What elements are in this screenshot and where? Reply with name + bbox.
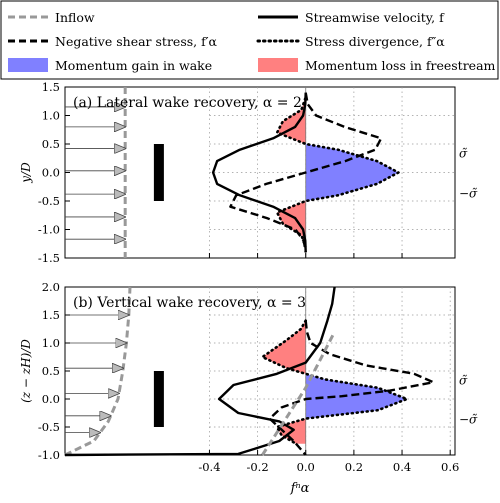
sigma-label: σ̃: [459, 147, 468, 161]
y-tick-label: 1.0: [42, 336, 60, 350]
y-tick-label: -0.5: [38, 420, 60, 434]
y-tick-label: 2.0: [42, 280, 60, 294]
legend-swatch-4: [8, 58, 48, 72]
y-tick-label: 0.0: [42, 166, 60, 180]
panel-a: -1.5 -1.0 -0.5 0.0 0.5 1.0 1.5 σ̃ −σ̃ (a) Lateral…: [19, 80, 478, 265]
x-axis-label: fⁿα: [290, 481, 310, 496]
panel-b: -1.0 -0.5 0.0 0.5 1.0 1.5 2.0 -0.4 -0.2 0.0 0.2 0.4…: [19, 280, 478, 474]
legend-frame: [0, 0, 499, 80]
y-tick-label: 1.5: [42, 308, 60, 322]
series-line-2: [275, 97, 400, 248]
momentum-loss-fill: [262, 320, 306, 444]
momentum-gain-fill: [305, 98, 399, 247]
legend-label-1: Streamwise velocity, f: [305, 10, 445, 25]
legend-label-0: Inflow: [55, 10, 95, 25]
x-tick-label: -0.2: [246, 460, 268, 474]
x-tick-label: 0.2: [345, 460, 363, 474]
sigma-label: σ̃: [459, 373, 468, 387]
series-line-1: [268, 320, 435, 456]
y-axis-label: y/D: [19, 162, 33, 184]
x-tick-label: 0.4: [393, 460, 411, 474]
rotor-disk: [153, 144, 164, 201]
sigma-label: −σ̃: [459, 413, 478, 427]
y-tick-label: -1.0: [38, 448, 60, 462]
y-tick-label: 0.5: [42, 137, 60, 151]
x-tick-label: 0.0: [297, 460, 315, 474]
y-tick-label: -1.5: [38, 251, 60, 265]
x-tick-label: -0.4: [198, 460, 220, 474]
panel-title: (a) Lateral wake recovery, α = 2: [73, 95, 302, 111]
legend-label-5: Momentum loss in freestream: [305, 58, 496, 73]
y-tick-label: 1.0: [42, 109, 60, 123]
y-tick-label: 0.5: [42, 364, 60, 378]
legend-label-2: Negative shear stress, f′α: [55, 34, 218, 49]
legend-label-4: Momentum gain in wake: [55, 58, 212, 73]
panel-title: (b) Vertical wake recovery, α = 3: [73, 295, 306, 311]
momentum-gain-fill: [305, 320, 407, 444]
legend-label-3: Stress divergence, f″α: [305, 34, 445, 49]
series-line-3: [261, 331, 336, 456]
series-line-0: [211, 92, 307, 253]
y-axis-label: (z − zH)/D: [19, 339, 33, 403]
y-tick-label: -1.0: [38, 223, 60, 237]
rotor-disk: [153, 371, 164, 427]
y-tick-label: -0.5: [38, 194, 60, 208]
y-tick-label: 1.5: [42, 80, 60, 94]
x-tick-label: 0.6: [441, 460, 459, 474]
sigma-label: −σ̃: [459, 186, 478, 200]
legend: Inflow Streamwise velocity, f Negative she…: [0, 0, 499, 80]
y-tick-label: 0.0: [42, 392, 60, 406]
legend-swatch-5: [258, 58, 298, 72]
series-line-0: [64, 286, 336, 457]
